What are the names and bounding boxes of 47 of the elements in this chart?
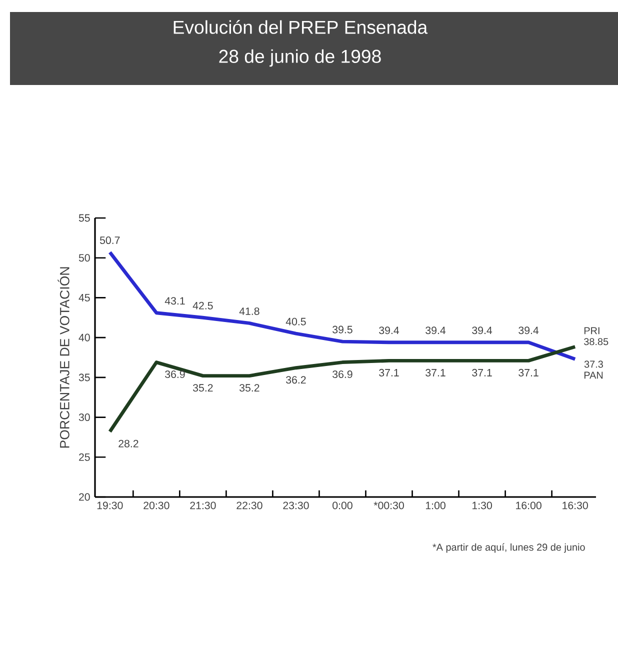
data-label: 37.1: [426, 368, 446, 376]
y-tick-label: 40: [78, 334, 90, 342]
data-label: 39.4: [379, 326, 400, 334]
data-label: 43.1: [164, 297, 185, 305]
data-label: 39.4: [472, 326, 492, 334]
chart-title: Evolución del PREP Ensenada: [174, 20, 428, 34]
x-tick-label: 21:30: [190, 502, 216, 510]
x-tick-label: 20:30: [144, 502, 170, 510]
y-tick-label: 45: [78, 294, 90, 302]
data-label: 28.2: [118, 440, 138, 448]
data-label: 50.7: [100, 236, 120, 244]
chart-subtitle: 28 de junio de 1998: [219, 49, 381, 67]
y-tick-label: 20: [79, 493, 90, 501]
y-tick-label: 35: [78, 374, 90, 382]
x-tick-label: 1:00: [426, 502, 446, 510]
series-label: PAN: [584, 372, 603, 379]
data-label: 37.1: [379, 368, 399, 376]
data-label: 37.3: [584, 360, 603, 368]
y-tick-label: 25: [79, 453, 90, 461]
y-axis-title: PORCENTAJE DE VOTACIÓN: [58, 267, 70, 448]
data-label: 42.5: [192, 302, 213, 310]
x-tick-label: 19:30: [97, 502, 123, 510]
y-tick-label: 50: [78, 254, 90, 262]
text: *A partir de aquí, lunes 29 de junio: [432, 543, 585, 553]
data-label: 35.2: [239, 384, 260, 392]
x-tick-label: 16:00: [516, 502, 542, 510]
data-label: 37.1: [518, 368, 538, 376]
data-label: 38.85: [584, 338, 608, 346]
x-tick-label: 0:00: [332, 502, 352, 510]
series-label: PRI: [584, 327, 600, 334]
x-tick-label: 1:30: [472, 502, 492, 510]
x-tick-label: 16:30: [562, 502, 588, 510]
x-tick-label: *00:30: [374, 502, 404, 510]
data-label: 35.2: [192, 384, 213, 392]
data-label: 36.9: [165, 370, 185, 378]
data-label: 39.4: [426, 326, 446, 334]
data-label: 36.2: [286, 376, 306, 384]
data-label: 37.1: [472, 368, 492, 376]
y-tick-label: 55: [78, 214, 90, 222]
x-tick-label: 23:30: [283, 502, 309, 510]
data-label: 36.9: [332, 370, 352, 378]
data-label: 39.4: [518, 326, 539, 334]
x-tick-label: 22:30: [236, 502, 262, 510]
data-label: 39.5: [332, 326, 352, 334]
data-label: 41.8: [239, 307, 260, 315]
y-tick-label: 30: [78, 414, 90, 422]
data-label: 40.5: [286, 318, 306, 326]
